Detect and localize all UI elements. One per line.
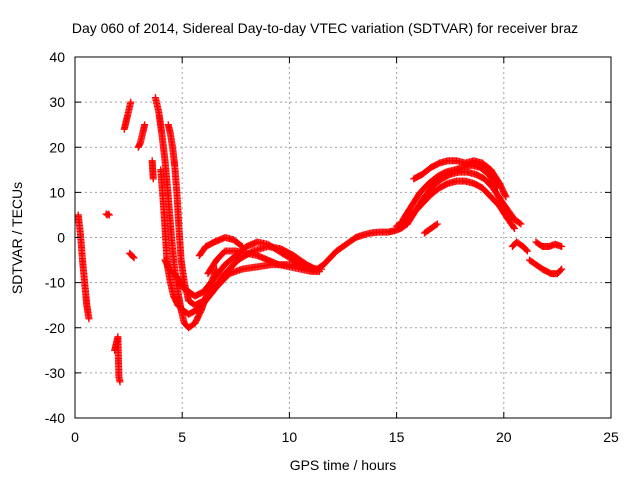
data-point <box>127 98 135 106</box>
y-tick-label: -40 <box>45 410 65 426</box>
data-point <box>105 211 113 219</box>
series-arc-v <box>532 238 566 251</box>
y-tick-label: 30 <box>49 94 65 110</box>
data-point <box>85 315 93 323</box>
series-arc-c <box>111 333 124 386</box>
data-point <box>149 175 157 183</box>
data-point <box>116 378 124 386</box>
data-point <box>130 254 138 262</box>
series-arc-q <box>399 161 501 223</box>
data-point <box>558 265 566 273</box>
series-arc-e <box>126 249 138 262</box>
x-tick-label: 15 <box>389 429 405 445</box>
series-arc-r <box>410 157 510 201</box>
series-arc-u <box>508 238 531 255</box>
data-point <box>511 224 519 232</box>
data-point <box>237 242 245 250</box>
data-point <box>516 219 524 227</box>
y-tick-label: -20 <box>45 320 65 336</box>
y-tick-label: 10 <box>49 184 65 200</box>
y-tick-label: -10 <box>45 275 65 291</box>
data-point <box>104 210 112 218</box>
series-arc-m <box>204 247 323 278</box>
data-point <box>523 247 531 255</box>
data-point <box>510 223 518 231</box>
series-arc-j <box>164 121 319 309</box>
y-tick-label: -30 <box>45 365 65 381</box>
y-axis-label: SDTVAR / TECUs <box>9 182 25 294</box>
series-arc-l <box>195 234 246 260</box>
data-point <box>558 243 566 251</box>
series-arc-d <box>120 98 135 133</box>
series-arc-t <box>498 197 525 228</box>
data-point <box>432 221 440 229</box>
chart-title: Day 060 of 2014, Sidereal Day-to-day VTE… <box>72 20 578 36</box>
y-tick-label: 40 <box>49 49 65 65</box>
series-arc-a <box>74 211 93 323</box>
x-axis: 0 5 10 15 20 25 <box>71 57 619 445</box>
x-tick-label: 10 <box>282 429 298 445</box>
series-arc-s <box>420 220 441 237</box>
data-points <box>74 94 566 386</box>
series-arc-w <box>526 256 566 278</box>
x-tick-label: 5 <box>178 429 186 445</box>
y-axis: -40 -30 -20 -10 0 10 20 30 40 <box>45 49 611 426</box>
data-point <box>502 193 510 201</box>
series-arc-f <box>134 121 149 151</box>
x-axis-label: GPS time / hours <box>290 457 397 473</box>
data-point <box>517 220 525 228</box>
y-tick-label: 20 <box>49 139 65 155</box>
data-point <box>557 266 565 274</box>
data-point <box>433 220 441 228</box>
series-arc-b <box>102 210 113 219</box>
data-point <box>141 121 149 129</box>
data-point <box>129 253 137 261</box>
y-tick-label: 0 <box>57 230 65 246</box>
series-arc-g <box>148 157 157 183</box>
grid <box>75 57 611 418</box>
x-tick-label: 20 <box>496 429 512 445</box>
data-point <box>522 246 530 254</box>
x-tick-label: 25 <box>603 429 619 445</box>
x-tick-label: 0 <box>71 429 79 445</box>
